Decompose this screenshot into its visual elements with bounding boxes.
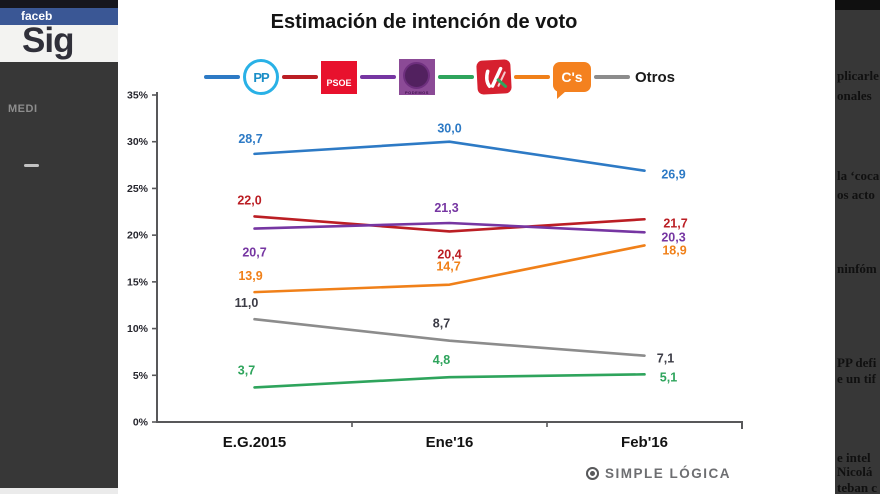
series-line-PSOE [253,215,646,233]
background-bottom-strip [0,488,118,494]
y-tick-label: 15% [127,276,149,288]
data-label-Otros: 11,0 [235,296,259,310]
chart-title: Estimación de intención de voto [270,11,578,33]
series-line-Otros [253,317,646,357]
pp-line-swatch [203,75,240,79]
legend-item-cs: C's [511,62,591,99]
background-top-strip [0,0,118,8]
y-tick-label: 10% [127,323,149,335]
data-label-Podemos: 20,3 [661,230,685,244]
data-label-Podemos: 20,7 [242,246,266,260]
background-headline-fragment: e un tif [837,371,876,386]
background-heading: Sig [22,25,74,60]
background-headline-fragment: la ‘coca [837,168,880,183]
data-label-PP: 28,7 [238,132,262,146]
facebook-bar[interactable]: faceb [0,8,118,25]
y-tick-label: 25% [127,183,149,195]
axis-lines [156,92,743,429]
data-label-PSOE: 21,7 [663,216,687,230]
background-headline-fragment: e intel [837,450,871,465]
y-tick-label: 0% [133,417,149,429]
cs-logo-label: C's [561,69,583,85]
otros-legend-label: Otros [634,68,675,86]
background-page-right[interactable]: plicarle onales la ‘coca os acto ninfóm PP de… [835,0,880,494]
x-category-label: Ene'16 [426,434,474,451]
background-headline-fragment: teban c [837,480,878,494]
data-label-IU: 5,1 [660,370,677,384]
x-category-label: E.G.2015 [223,434,286,451]
simple-logica-label: SIMPLE LÓGICA [605,466,732,481]
data-label-PP: 26,9 [661,168,685,182]
series-line-C's [253,244,646,294]
facebook-bar-label: faceb [21,9,53,23]
data-label-C's: 13,9 [238,269,262,283]
data-label-Podemos: 21,3 [434,201,458,215]
podemos-line-swatch [359,75,396,79]
iu-logo-glyph [484,66,507,88]
data-label-C's: 18,9 [662,243,686,257]
psoe-line-swatch [281,75,318,79]
background-headline-fragment: os acto [837,187,875,202]
data-label-IU: 3,7 [238,363,255,377]
background-headline-fragment: onales [837,88,872,103]
y-tick-label: 5% [133,370,149,382]
simple-logica-icon [586,467,599,480]
cs-line-swatch [513,75,550,79]
pp-logo-icon: PP [242,59,279,95]
data-label-PP: 30,0 [437,122,461,136]
data-label-C's: 14,7 [436,260,460,274]
background-top-strip-right [835,0,880,10]
simple-logica-logo: SIMPLE LÓGICA [586,466,731,481]
podemos-logo-label: PODEMOS [405,90,429,95]
background-menu-label: MEDI [8,103,38,115]
background-heading-strip: Sig [0,25,118,62]
background-headline-fragment: Nicolá [837,464,873,479]
legend-item-iu [435,59,512,95]
x-category-label: Feb'16 [621,434,668,451]
background-page-left[interactable]: faceb Sig MEDI [0,0,118,494]
data-label-Otros: 7,1 [657,352,674,366]
y-tick-label: 20% [127,230,149,242]
podemos-circle-icon [403,62,431,89]
psoe-logo-icon: PSOE [320,60,357,94]
data-label-IU: 4,8 [433,353,450,367]
y-tick-label: 30% [127,136,149,148]
legend-item-pp: PP [201,59,279,95]
legend-item-psoe: PSOE [279,60,357,94]
iu-line-swatch [437,75,474,79]
chart-legend: PP PSOE PODEMOS [118,55,758,99]
background-headline-fragment: plicarle [837,68,879,83]
series-line-PP [253,140,646,172]
series-line-IU [253,373,646,389]
otros-line-swatch [593,75,630,79]
podemos-logo-icon: PODEMOS [398,59,435,95]
legend-item-otros: Otros [591,69,675,86]
background-headline-fragment: ninfóm [837,261,877,276]
cs-logo-icon: C's [552,62,591,99]
background-dash [24,164,39,167]
data-label-Otros: 8,7 [433,317,450,331]
pp-logo-label: PP [253,69,269,85]
series-line-Podemos [253,221,646,234]
psoe-logo-label: PSOE [326,77,352,88]
iu-logo-icon [476,59,512,95]
legend-item-podemos: PODEMOS [357,59,435,95]
background-headline-fragment: PP defi [837,355,877,370]
data-label-PSOE: 22,0 [237,193,261,207]
data-label-PSOE: 20,4 [437,247,461,261]
chart-modal: Estimación de intención de voto PP PSOE … [118,0,835,494]
